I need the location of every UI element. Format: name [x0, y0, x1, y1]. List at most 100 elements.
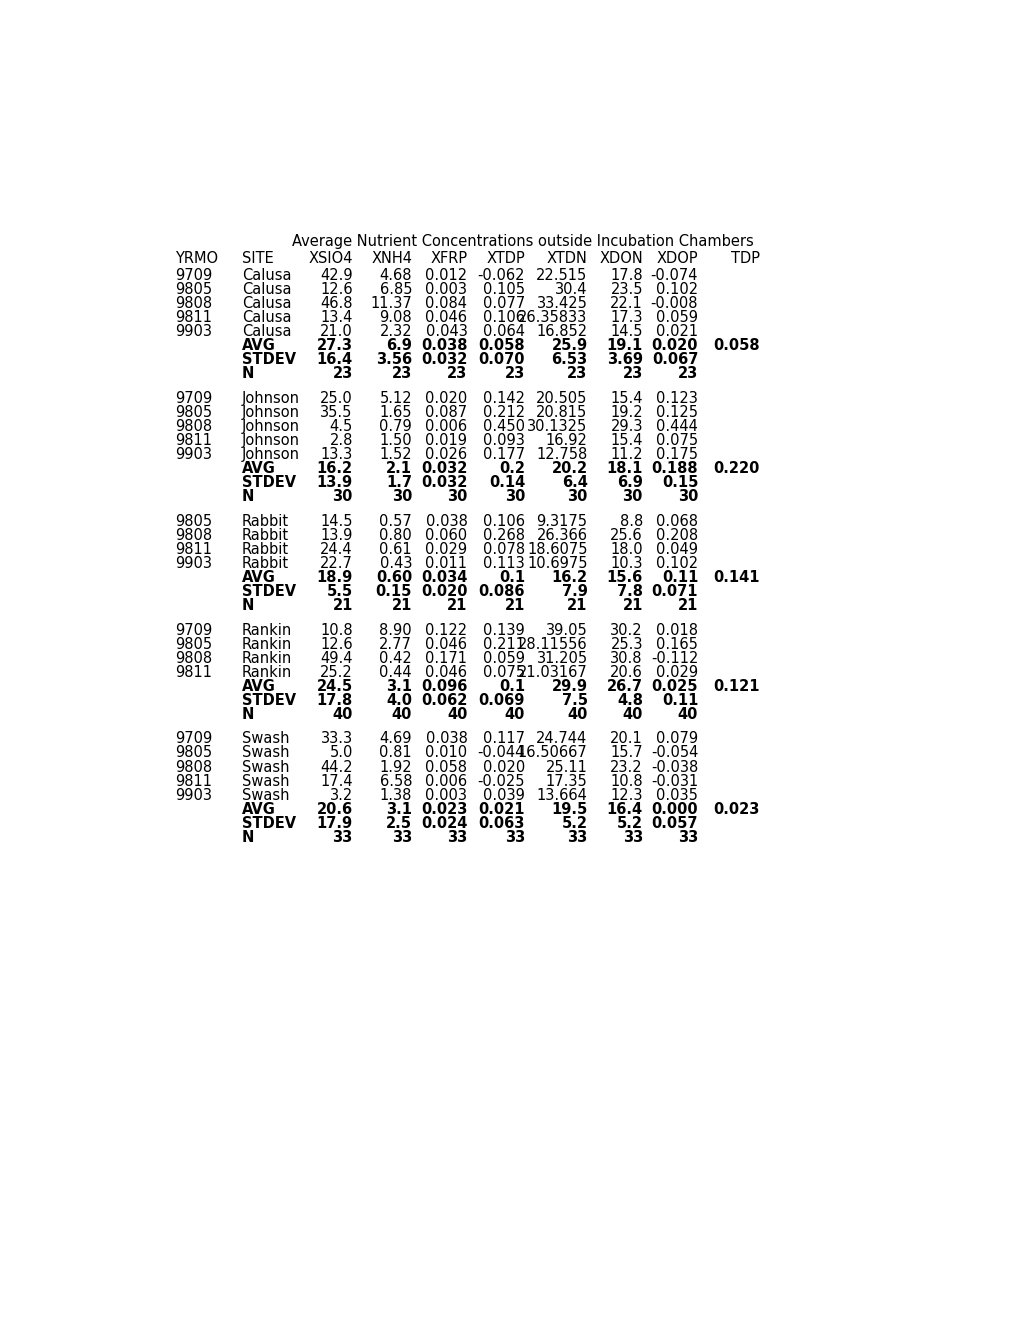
Text: Rankin: Rankin: [242, 665, 292, 680]
Text: 33: 33: [446, 829, 467, 845]
Text: 0.023: 0.023: [421, 801, 467, 817]
Text: 0.11: 0.11: [661, 693, 698, 708]
Text: 0.105: 0.105: [483, 282, 525, 297]
Text: 0.1: 0.1: [498, 570, 525, 585]
Text: N: N: [242, 366, 255, 381]
Text: 9808: 9808: [175, 418, 212, 434]
Text: STDEV: STDEV: [242, 693, 296, 708]
Text: 15.6: 15.6: [606, 570, 642, 585]
Text: 25.2: 25.2: [320, 665, 353, 680]
Text: 10.6975: 10.6975: [527, 556, 587, 570]
Text: 22.1: 22.1: [609, 296, 642, 312]
Text: Rabbit: Rabbit: [242, 528, 289, 543]
Text: 21: 21: [332, 598, 353, 612]
Text: 10.8: 10.8: [320, 623, 353, 638]
Text: 0.003: 0.003: [425, 788, 467, 803]
Text: 0.058: 0.058: [478, 338, 525, 352]
Text: Rabbit: Rabbit: [242, 541, 289, 557]
Text: 0.106: 0.106: [483, 513, 525, 529]
Text: -0.054: -0.054: [650, 746, 698, 760]
Text: 15.4: 15.4: [609, 391, 642, 405]
Text: 0.049: 0.049: [655, 541, 698, 557]
Text: 0.11: 0.11: [661, 570, 698, 585]
Text: 9709: 9709: [175, 623, 212, 638]
Text: 0.020: 0.020: [425, 391, 467, 405]
Text: -0.025: -0.025: [477, 774, 525, 788]
Text: 18.0: 18.0: [609, 541, 642, 557]
Text: 5.2: 5.2: [616, 816, 642, 830]
Text: 0.020: 0.020: [421, 583, 467, 599]
Text: 4.5: 4.5: [329, 418, 353, 434]
Text: 22.515: 22.515: [536, 268, 587, 282]
Text: 4.68: 4.68: [379, 268, 412, 282]
Text: 0.102: 0.102: [655, 556, 698, 570]
Text: 7.5: 7.5: [561, 693, 587, 708]
Text: SITE: SITE: [242, 251, 274, 267]
Text: 0.165: 0.165: [655, 636, 698, 652]
Text: 1.38: 1.38: [379, 788, 412, 803]
Text: 15.4: 15.4: [609, 433, 642, 447]
Text: 23.2: 23.2: [609, 759, 642, 775]
Text: 8.90: 8.90: [379, 623, 412, 638]
Text: N: N: [242, 488, 255, 504]
Text: Rabbit: Rabbit: [242, 513, 289, 529]
Text: 13.9: 13.9: [316, 475, 353, 490]
Text: 14.5: 14.5: [320, 513, 353, 529]
Text: 0.069: 0.069: [478, 693, 525, 708]
Text: 9709: 9709: [175, 731, 212, 747]
Text: STDEV: STDEV: [242, 583, 296, 599]
Text: 33: 33: [504, 829, 525, 845]
Text: 0.2: 0.2: [498, 461, 525, 477]
Text: 0.086: 0.086: [478, 583, 525, 599]
Text: Johnson: Johnson: [242, 391, 300, 405]
Text: 0.125: 0.125: [655, 405, 698, 420]
Text: 30: 30: [332, 488, 353, 504]
Text: 30.2: 30.2: [609, 623, 642, 638]
Text: 21: 21: [678, 598, 698, 612]
Text: 0.026: 0.026: [425, 447, 467, 462]
Text: 10.8: 10.8: [609, 774, 642, 788]
Text: 1.52: 1.52: [379, 447, 412, 462]
Text: 0.046: 0.046: [425, 636, 467, 652]
Text: 40: 40: [678, 706, 698, 722]
Text: 0.079: 0.079: [655, 731, 698, 747]
Text: 22.7: 22.7: [320, 556, 353, 570]
Text: 2.5: 2.5: [386, 816, 412, 830]
Text: 40: 40: [504, 706, 525, 722]
Text: 1.7: 1.7: [386, 475, 412, 490]
Text: 3.56: 3.56: [376, 352, 412, 367]
Text: 1.65: 1.65: [379, 405, 412, 420]
Text: 13.3: 13.3: [320, 447, 353, 462]
Text: 21: 21: [446, 598, 467, 612]
Text: 0.087: 0.087: [425, 405, 467, 420]
Text: 13.9: 13.9: [320, 528, 353, 543]
Text: 0.175: 0.175: [655, 447, 698, 462]
Text: 21.03167: 21.03167: [518, 665, 587, 680]
Text: 0.043: 0.043: [425, 323, 467, 339]
Text: 0.029: 0.029: [655, 665, 698, 680]
Text: -0.112: -0.112: [650, 651, 698, 665]
Text: 0.79: 0.79: [379, 418, 412, 434]
Text: 0.032: 0.032: [421, 352, 467, 367]
Text: 30: 30: [504, 488, 525, 504]
Text: 5.0: 5.0: [329, 746, 353, 760]
Text: 0.61: 0.61: [379, 541, 412, 557]
Text: 23.5: 23.5: [609, 282, 642, 297]
Text: 9808: 9808: [175, 651, 212, 665]
Text: 16.4: 16.4: [316, 352, 353, 367]
Text: 14.5: 14.5: [609, 323, 642, 339]
Text: 0.077: 0.077: [482, 296, 525, 312]
Text: 0.268: 0.268: [483, 528, 525, 543]
Text: Rankin: Rankin: [242, 623, 292, 638]
Text: 2.8: 2.8: [329, 433, 353, 447]
Text: AVG: AVG: [242, 801, 276, 817]
Text: XTDN: XTDN: [546, 251, 587, 267]
Text: Calusa: Calusa: [242, 296, 291, 312]
Text: 21: 21: [622, 598, 642, 612]
Text: 0.141: 0.141: [712, 570, 759, 585]
Text: 9805: 9805: [175, 282, 212, 297]
Text: 5.5: 5.5: [326, 583, 353, 599]
Text: 19.5: 19.5: [551, 801, 587, 817]
Text: 0.106: 0.106: [483, 310, 525, 325]
Text: 0.075: 0.075: [655, 433, 698, 447]
